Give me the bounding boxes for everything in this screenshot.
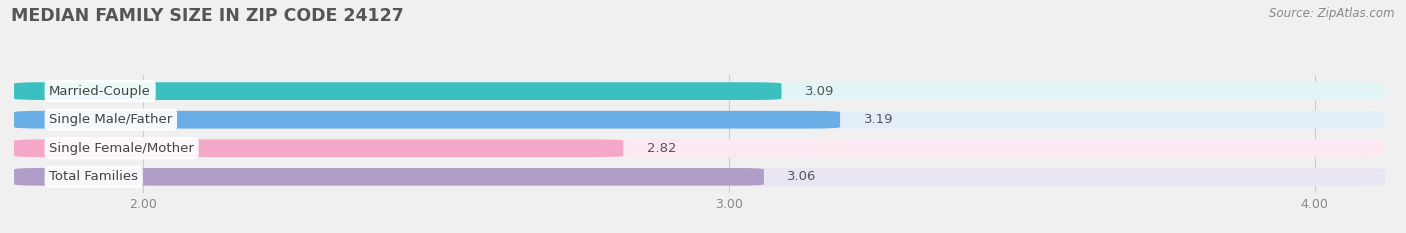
Text: Married-Couple: Married-Couple	[49, 85, 150, 98]
Text: MEDIAN FAMILY SIZE IN ZIP CODE 24127: MEDIAN FAMILY SIZE IN ZIP CODE 24127	[11, 7, 404, 25]
Text: 3.09: 3.09	[806, 85, 834, 98]
FancyBboxPatch shape	[14, 168, 763, 186]
Text: 3.19: 3.19	[863, 113, 893, 126]
Text: Single Male/Father: Single Male/Father	[49, 113, 173, 126]
Text: Single Female/Mother: Single Female/Mother	[49, 142, 194, 155]
Text: Total Families: Total Families	[49, 170, 138, 183]
Text: Source: ZipAtlas.com: Source: ZipAtlas.com	[1270, 7, 1395, 20]
FancyBboxPatch shape	[14, 111, 1385, 129]
FancyBboxPatch shape	[14, 168, 1385, 186]
Text: 3.06: 3.06	[787, 170, 817, 183]
FancyBboxPatch shape	[14, 139, 1385, 157]
FancyBboxPatch shape	[14, 82, 1385, 100]
FancyBboxPatch shape	[14, 82, 782, 100]
FancyBboxPatch shape	[14, 111, 841, 129]
Text: 2.82: 2.82	[647, 142, 676, 155]
FancyBboxPatch shape	[14, 139, 623, 157]
